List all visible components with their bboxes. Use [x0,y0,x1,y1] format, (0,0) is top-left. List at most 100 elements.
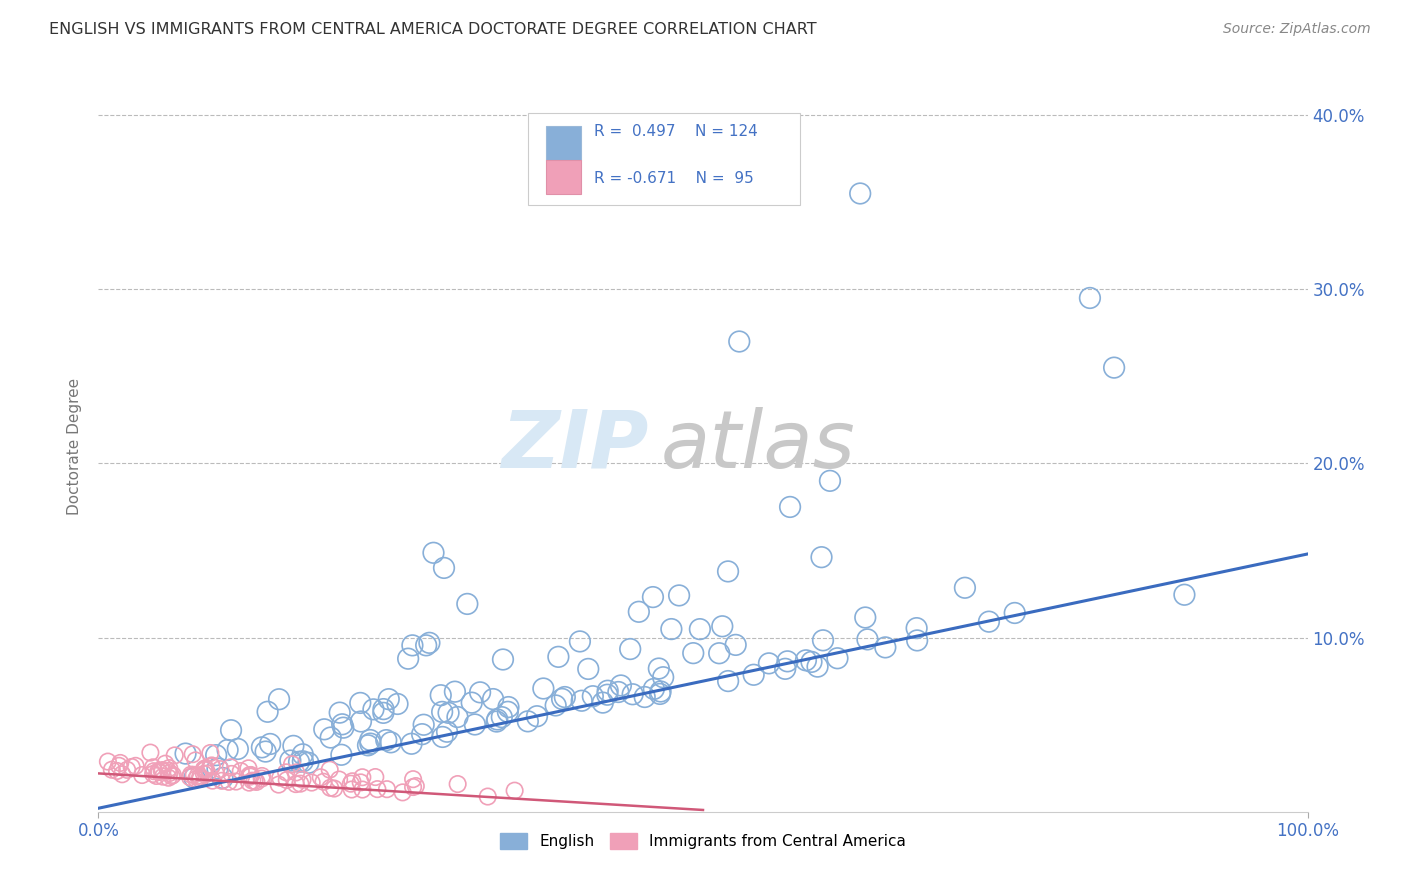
Point [238,768,260,782]
Point [652,670,675,684]
Point [309,770,332,784]
Point [402,772,425,787]
Point [1004,606,1026,620]
Point [142,760,165,774]
Point [250,769,273,783]
Point [148,764,170,779]
Point [773,662,796,676]
Point [152,763,174,777]
Point [179,770,201,784]
Point [121,760,143,774]
Point [349,696,371,710]
Point [183,768,205,782]
Point [142,767,165,781]
Point [283,739,305,753]
Point [853,610,876,624]
Point [482,692,505,706]
Point [226,742,249,756]
Point [444,684,467,698]
Point [332,721,354,735]
Point [207,761,229,775]
Point [468,685,491,699]
Point [152,770,174,784]
Point [157,771,180,785]
Point [634,690,657,704]
Point [187,769,209,783]
Point [576,662,599,676]
Point [342,774,364,789]
Point [211,773,233,788]
Point [219,760,242,774]
Point [596,683,619,698]
Point [319,780,342,795]
Point [485,714,508,729]
Point [218,774,240,789]
Point [596,688,619,702]
Point [352,782,374,797]
Point [779,500,801,514]
Point [194,763,217,777]
Point [794,653,817,667]
Point [547,649,569,664]
Point [318,763,340,777]
Point [148,764,170,779]
Point [150,764,173,778]
Point [742,667,765,681]
Point [668,589,690,603]
Point [157,761,180,775]
Point [373,702,395,716]
Point [239,770,262,784]
Point [239,768,262,782]
Point [267,692,290,706]
Point [810,550,832,565]
Point [174,747,197,761]
Point [359,737,381,751]
Point [350,775,373,789]
Point [464,717,486,731]
Point [157,766,180,780]
Point [491,710,513,724]
Point [375,782,398,797]
Point [160,769,183,783]
Point [486,713,509,727]
Point [184,753,207,767]
Point [267,778,290,792]
Point [328,772,350,787]
Point [641,590,664,604]
Point [456,597,478,611]
Point [728,334,751,349]
Point [193,762,215,776]
Point [97,755,120,769]
Point [375,733,398,747]
Point [953,581,976,595]
Text: R = -0.671    N =  95: R = -0.671 N = 95 [595,171,754,186]
Point [437,706,460,720]
Point [188,770,211,784]
Point [131,768,153,782]
Point [111,767,134,781]
Point [281,757,304,772]
Point [650,684,672,698]
Point [162,768,184,782]
Point [301,775,323,789]
Point [340,777,363,791]
Point [108,759,131,773]
Point [659,622,682,636]
Point [498,700,520,714]
FancyBboxPatch shape [546,160,581,194]
Point [291,747,314,762]
Y-axis label: Doctorate Degree: Doctorate Degree [67,377,83,515]
Text: Source: ZipAtlas.com: Source: ZipAtlas.com [1223,22,1371,37]
Point [401,737,423,751]
Point [183,771,205,785]
Point [422,546,444,560]
Point [648,687,671,701]
Point [105,764,128,778]
Point [288,755,311,769]
Point [205,748,228,763]
FancyBboxPatch shape [546,127,581,160]
Point [350,714,373,729]
Point [460,696,482,710]
Point [284,777,307,791]
Point [200,746,222,760]
